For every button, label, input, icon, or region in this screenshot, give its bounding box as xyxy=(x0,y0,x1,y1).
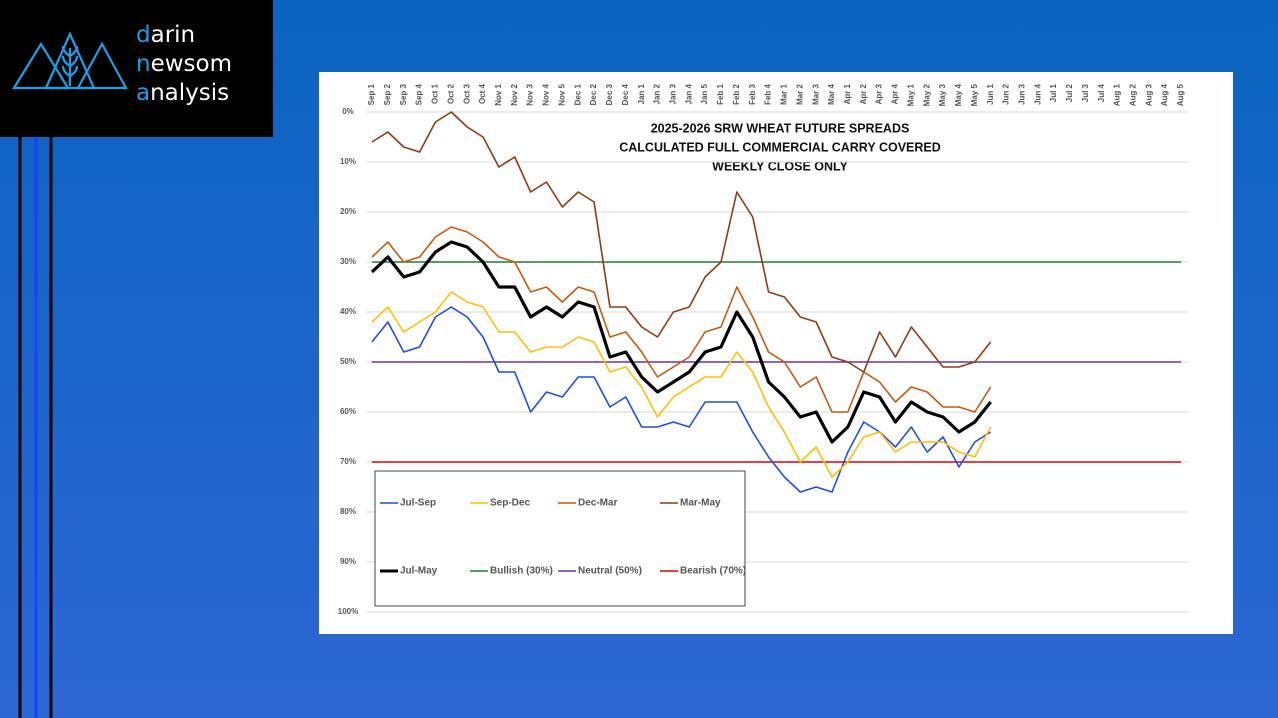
logo: darin newsom analysis xyxy=(0,0,273,137)
series-line xyxy=(371,111,992,373)
x-tick-label: Sep 1 xyxy=(367,83,376,105)
y-tick-label: 20% xyxy=(340,207,356,216)
x-tick-label: Nov 2 xyxy=(510,83,519,105)
x-tick-label: May 1 xyxy=(906,83,915,106)
x-tick-label: May 2 xyxy=(922,83,931,106)
x-tick-label: Mar 4 xyxy=(827,83,836,104)
x-tick-label: Jul 1 xyxy=(1049,83,1058,102)
legend-label: Jul-Sep xyxy=(400,498,436,509)
logo-word: analysis xyxy=(136,80,230,106)
x-tick-label: Jul 4 xyxy=(1097,83,1106,102)
x-tick-label: May 4 xyxy=(954,83,963,106)
x-tick-label: Jan 2 xyxy=(653,83,662,104)
x-tick-label: Aug 2 xyxy=(1129,83,1138,106)
y-tick-label: 80% xyxy=(340,507,356,516)
legend-label: Bullish (30%) xyxy=(490,566,553,577)
logo-word: newsom xyxy=(136,51,232,77)
legend-label: Sep-Dec xyxy=(490,498,530,509)
x-tick-label: Jan 5 xyxy=(700,83,709,104)
y-tick-label: 70% xyxy=(340,457,356,466)
x-tick-label: Dec 1 xyxy=(573,83,582,105)
x-tick-label: Aug 3 xyxy=(1144,83,1153,106)
x-tick-label: Jul 2 xyxy=(1065,83,1074,102)
x-tick-label: Mar 1 xyxy=(780,83,789,104)
x-tick-label: Feb 2 xyxy=(732,83,741,104)
legend-label: Mar-May xyxy=(680,498,721,509)
x-tick-label: Jan 3 xyxy=(669,83,678,104)
x-tick-label: Nov 4 xyxy=(542,83,551,105)
legend-label: Dec-Mar xyxy=(578,498,618,509)
legend-label: Bearish (70%) xyxy=(680,566,746,577)
x-tick-label: Dec 2 xyxy=(589,83,598,105)
x-tick-label: Apr 3 xyxy=(875,83,884,104)
x-tick-label: Jan 1 xyxy=(637,83,646,104)
x-tick-label: Oct 4 xyxy=(478,83,487,104)
x-tick-label: Nov 1 xyxy=(494,83,503,105)
x-tick-label: Oct 1 xyxy=(431,83,440,104)
x-tick-label: Apr 1 xyxy=(843,83,852,104)
chart-title: 2025-2026 SRW WHEAT FUTURE SPREADS xyxy=(651,121,910,135)
x-tick-label: Oct 3 xyxy=(462,83,471,104)
y-tick-label: 0% xyxy=(342,107,354,116)
series-line xyxy=(371,291,992,478)
x-tick-label: Sep 2 xyxy=(383,83,392,105)
x-tick-label: Feb 4 xyxy=(764,83,773,104)
series-line xyxy=(371,226,992,413)
x-tick-label: Feb 1 xyxy=(716,83,725,104)
x-tick-label: Oct 2 xyxy=(446,83,455,104)
x-tick-label: Jun 3 xyxy=(1017,83,1026,104)
y-tick-label: 40% xyxy=(340,307,356,316)
x-tick-label: Apr 2 xyxy=(859,83,868,104)
logo-icon xyxy=(12,31,128,90)
legend-box xyxy=(374,470,746,607)
legend-label: Neutral (50%) xyxy=(578,566,642,577)
x-tick-label: Sep 3 xyxy=(399,83,408,105)
y-tick-label: 60% xyxy=(340,407,356,416)
x-tick-label: Jun 2 xyxy=(1002,83,1011,104)
x-tick-label: Jun 4 xyxy=(1033,83,1042,104)
x-tick-label: Dec 4 xyxy=(621,83,630,105)
x-tick-label: Dec 3 xyxy=(605,83,614,105)
series-line xyxy=(370,240,992,444)
x-tick-label: May 3 xyxy=(938,83,947,106)
y-tick-label: 10% xyxy=(340,157,356,166)
x-tick-label: Apr 4 xyxy=(891,83,900,104)
x-tick-label: May 5 xyxy=(970,83,979,106)
y-tick-label: 50% xyxy=(340,357,356,366)
x-tick-label: Jul 3 xyxy=(1081,83,1090,102)
x-tick-label: Mar 2 xyxy=(795,83,804,104)
x-tick-label: Sep 4 xyxy=(415,83,424,105)
x-tick-label: Aug 5 xyxy=(1176,83,1185,106)
y-tick-label: 90% xyxy=(340,557,356,566)
chart-title: WEEKLY CLOSE ONLY xyxy=(712,159,848,173)
legend-label: Jul-May xyxy=(400,566,438,577)
x-tick-label: Jan 4 xyxy=(684,83,693,104)
logo-word: darin xyxy=(136,22,196,48)
x-tick-label: Aug 4 xyxy=(1160,83,1169,106)
x-tick-label: Nov 3 xyxy=(526,83,535,105)
x-tick-label: Aug 1 xyxy=(1113,83,1122,106)
x-tick-label: Jun 1 xyxy=(986,83,995,104)
y-tick-label: 100% xyxy=(338,607,358,616)
x-tick-label: Nov 5 xyxy=(557,83,566,105)
chart-title: CALCULATED FULL COMMERCIAL CARRY COVERED xyxy=(619,140,941,154)
series-line xyxy=(371,306,992,493)
x-tick-label: Feb 3 xyxy=(748,83,757,104)
x-tick-label: Mar 3 xyxy=(811,83,820,104)
y-tick-label: 30% xyxy=(340,257,356,266)
